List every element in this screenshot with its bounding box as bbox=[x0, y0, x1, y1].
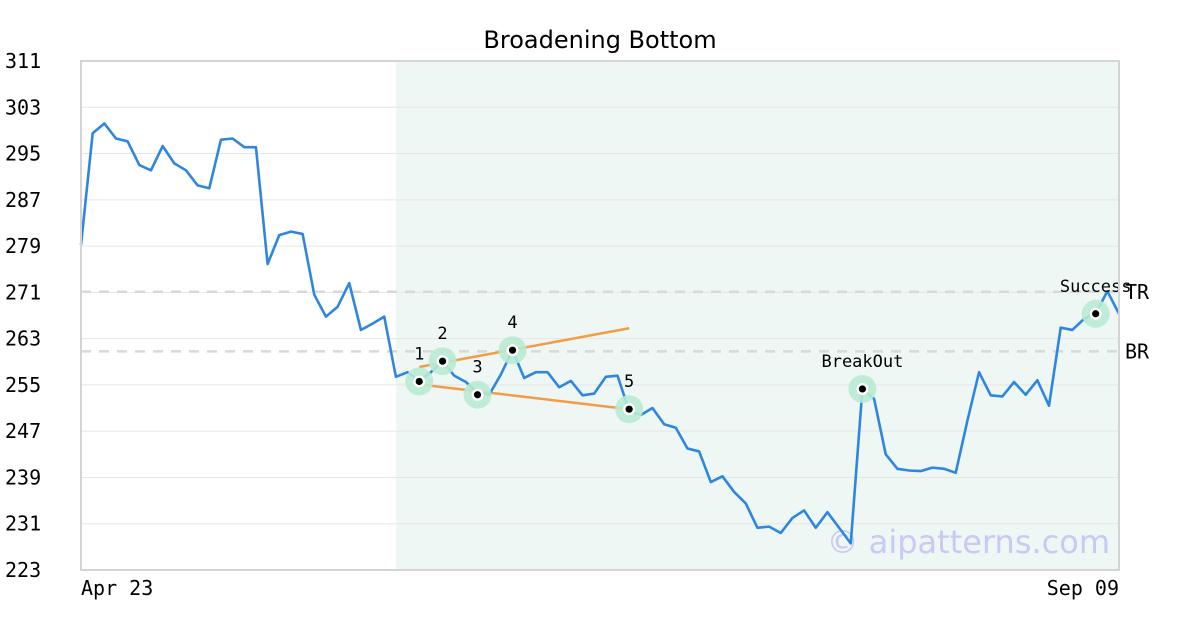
point-marker-2 bbox=[438, 357, 447, 365]
point-label-breakout: BreakOut bbox=[821, 352, 903, 372]
point-marker-breakout bbox=[858, 385, 867, 393]
point-marker-1 bbox=[415, 377, 423, 386]
point-label-5: 5 bbox=[624, 372, 634, 392]
point-marker-3 bbox=[473, 391, 482, 399]
x-tick-label-end: Sep 09 bbox=[1047, 576, 1119, 600]
y-tick-label: 311 bbox=[5, 49, 41, 73]
plot-frame bbox=[80, 60, 1120, 571]
reference-label-br: BR bbox=[1125, 339, 1150, 363]
y-tick-label: 279 bbox=[5, 234, 41, 258]
y-tick-label: 271 bbox=[5, 280, 41, 304]
chart-title: Broadening Bottom bbox=[483, 26, 716, 54]
y-tick-label: 239 bbox=[5, 465, 41, 489]
point-label-1: 1 bbox=[414, 344, 424, 364]
y-tick-label: 295 bbox=[5, 142, 41, 166]
point-marker-4 bbox=[508, 346, 517, 354]
y-tick-label: 287 bbox=[5, 188, 41, 212]
point-label-2: 2 bbox=[437, 324, 447, 344]
reference-label-tr: TR bbox=[1125, 280, 1150, 304]
point-marker-5 bbox=[625, 405, 633, 413]
y-tick-label: 223 bbox=[5, 558, 41, 582]
watermark-text: © aipatterns.com bbox=[827, 523, 1110, 561]
y-tick-label: 231 bbox=[5, 512, 41, 536]
x-tick-label-start: Apr 23 bbox=[81, 576, 153, 600]
point-label-4: 4 bbox=[507, 313, 517, 333]
trendline-lower bbox=[419, 383, 630, 411]
point-label-success: Success bbox=[1060, 277, 1132, 297]
price-series-line bbox=[79, 122, 1121, 545]
point-label-3: 3 bbox=[472, 358, 482, 378]
point-marker-success bbox=[1092, 310, 1100, 318]
y-tick-label: 247 bbox=[5, 419, 41, 443]
y-tick-label: 255 bbox=[5, 373, 41, 397]
y-tick-label: 303 bbox=[5, 95, 41, 119]
pattern-region-highlight bbox=[395, 61, 1119, 570]
y-tick-label: 263 bbox=[5, 327, 41, 351]
